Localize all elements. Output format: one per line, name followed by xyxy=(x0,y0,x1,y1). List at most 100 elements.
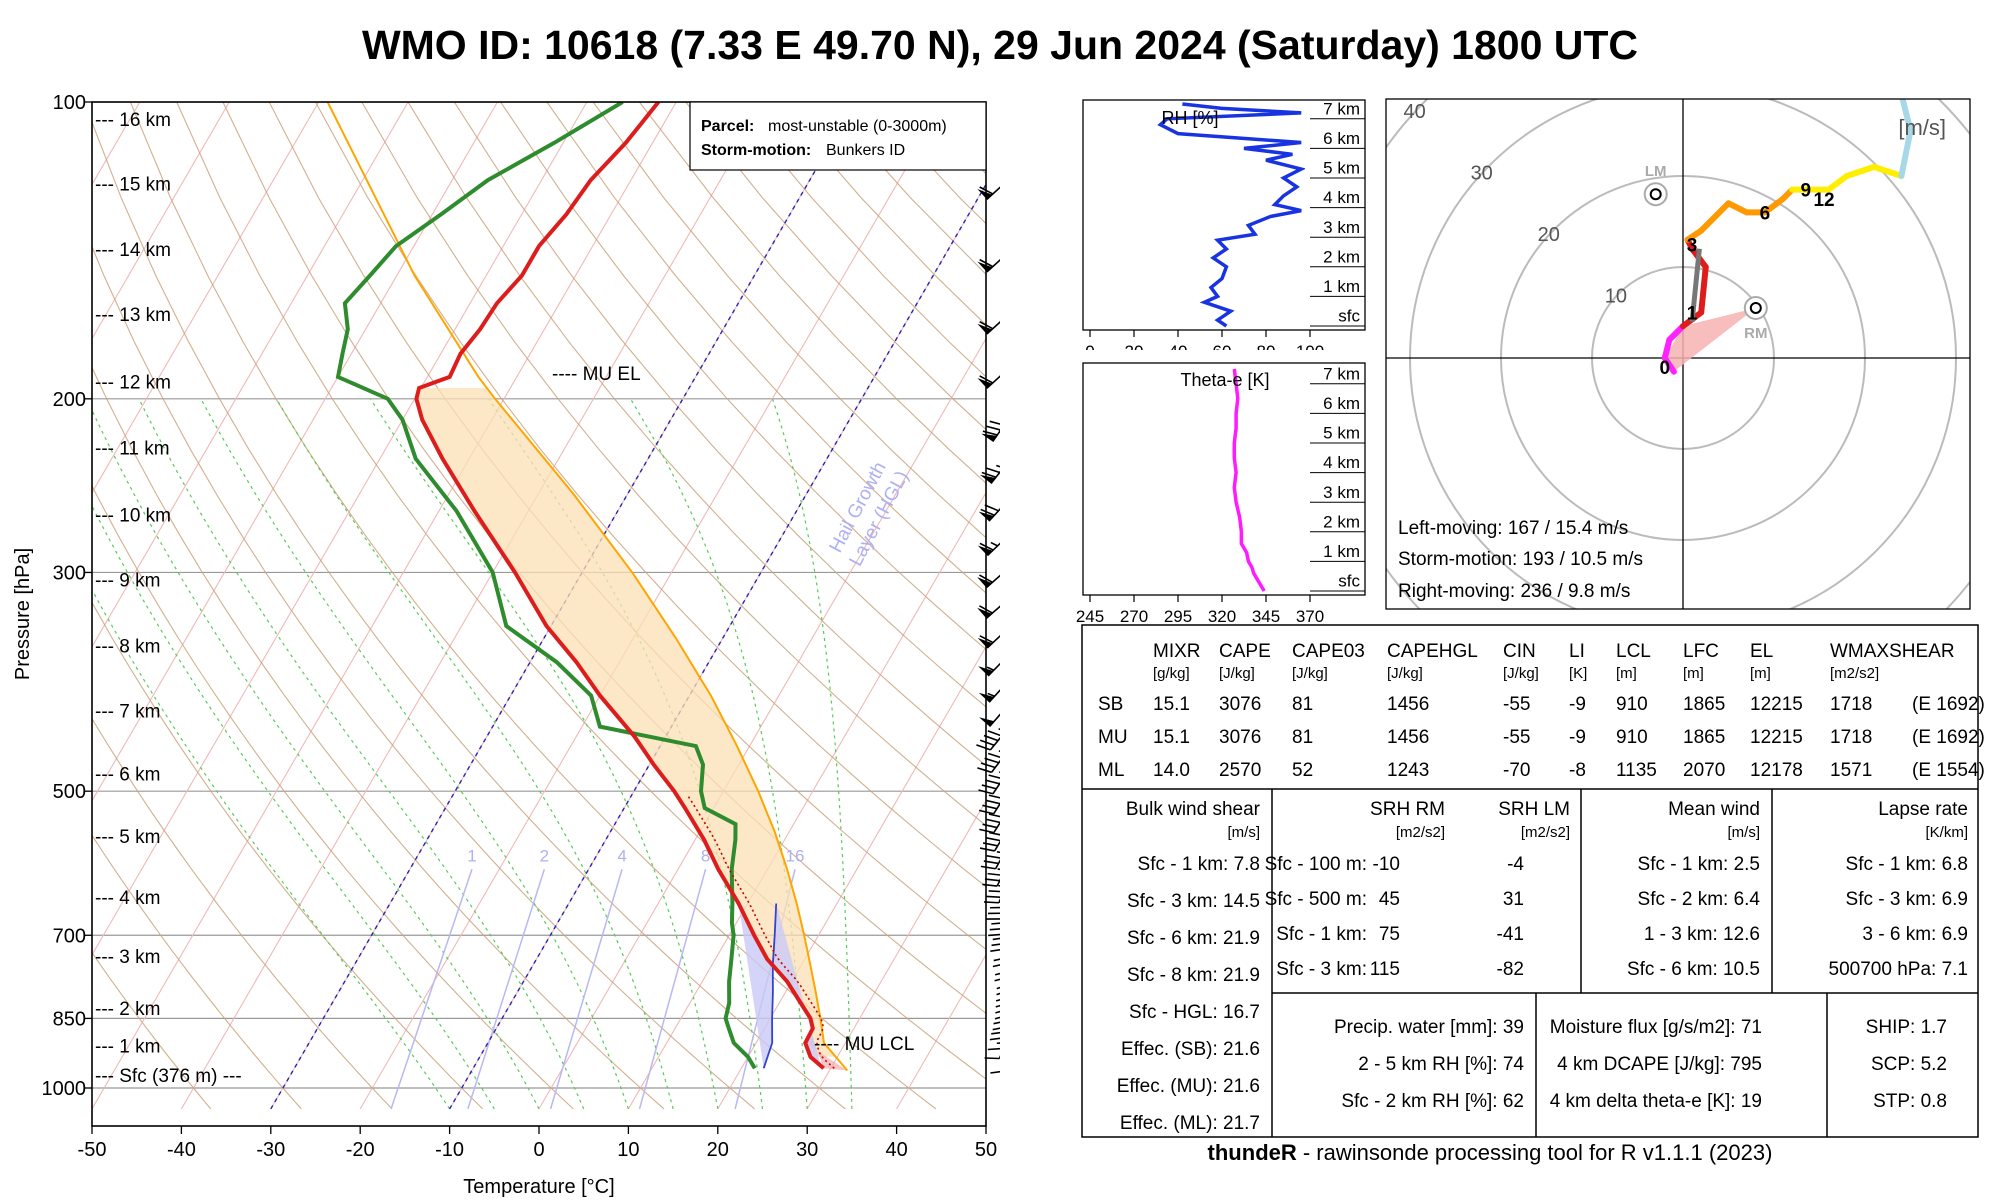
footer-text: - rawinsonde processing tool for R v1.1.… xyxy=(1296,1140,1773,1165)
dry-adiabat xyxy=(361,102,986,827)
mixing-ratio-line xyxy=(467,869,546,1110)
dry-adiabat xyxy=(546,102,986,594)
param-value: 1865 xyxy=(1683,694,1725,715)
barb-pennant xyxy=(977,545,993,556)
srh-level-label: Sfc - 3 km: xyxy=(1276,959,1367,980)
wind-barb xyxy=(986,901,1000,920)
param-value-effective: (E 1554) xyxy=(1912,760,1985,781)
wind-barb xyxy=(990,937,1000,952)
hodograph-segment xyxy=(1843,163,1878,179)
barb-flag xyxy=(993,958,1000,962)
hodograph-segment xyxy=(1666,323,1686,343)
srh-lm-title: SRH LM xyxy=(1498,799,1570,820)
wind-barb xyxy=(995,998,1000,1008)
barb-pennant xyxy=(977,323,993,335)
srh-rm-value: 45 xyxy=(1379,889,1400,910)
x-tick-label: 245 xyxy=(1076,607,1104,625)
hodograph-segment xyxy=(1825,173,1850,193)
barb-flag xyxy=(985,818,1000,824)
temp-tick-label: -10 xyxy=(435,1139,464,1161)
barb-flag xyxy=(985,799,1000,805)
isotherm-line xyxy=(896,953,986,1110)
hodograph-segment xyxy=(1698,264,1709,316)
wind-barb xyxy=(988,922,1000,937)
barb-pennant xyxy=(977,577,992,588)
param-value: 12215 xyxy=(1750,694,1803,715)
barb-flag xyxy=(995,998,1000,1002)
pressure-tick-label: 100 xyxy=(53,92,86,114)
hodograph-segment xyxy=(1761,195,1787,216)
height-label: --- 16 km xyxy=(95,110,171,131)
barb-flag xyxy=(984,878,1000,882)
param-value: 910 xyxy=(1616,727,1648,748)
dry-adiabat xyxy=(500,102,986,651)
hodograph-height-label: 1 xyxy=(1687,304,1698,325)
shear-value: Sfc - HGL: 16.7 xyxy=(1129,1002,1260,1023)
mixing-ratio-label: 8 xyxy=(701,846,710,865)
param-unit: [m2/s2] xyxy=(1830,665,1879,682)
wind-barb xyxy=(984,1055,1000,1060)
temperature-line xyxy=(414,102,825,1070)
barb-flag xyxy=(980,762,996,769)
shear-value: Effec. (ML): 21.7 xyxy=(1120,1113,1260,1134)
hodograph-height-label: 3 xyxy=(1687,235,1698,256)
param-value: -70 xyxy=(1503,760,1530,781)
param-value: -55 xyxy=(1503,694,1530,715)
level-label: 6 km xyxy=(1323,394,1360,413)
param-row-label: SB xyxy=(1098,694,1123,715)
temp-tick-label: -20 xyxy=(346,1139,375,1161)
dry-adiabat xyxy=(916,102,986,175)
barb-flag xyxy=(995,1010,1000,1014)
barb-flag xyxy=(990,949,1000,952)
param-unit: [m] xyxy=(1750,665,1771,682)
storm-motion-marker-label: LM xyxy=(1645,163,1667,180)
srh-lm-value: -41 xyxy=(1497,924,1524,945)
temp-tick-label: 30 xyxy=(796,1139,818,1161)
barb-flag xyxy=(989,1037,1000,1041)
param-header: LCL xyxy=(1616,641,1651,662)
isotherm-line xyxy=(538,337,986,1110)
srh-level-label: Sfc - 500 m: xyxy=(1265,889,1367,910)
barb-half-flag xyxy=(998,728,1000,731)
theta-e-profile: Theta-e [K] 245 270 295 320 345 370 7 km 6 km 5 … xyxy=(1076,362,1366,625)
storm-motion-label: Storm-motion: xyxy=(701,142,811,159)
flux-value: Moisture flux [g/s/m2]: 71 xyxy=(1550,1017,1762,1038)
height-label: --- 5 km xyxy=(95,827,160,848)
srh-rm-unit: [m2/s2] xyxy=(1396,824,1445,841)
hodograph-segment xyxy=(1661,336,1673,361)
barb-flag xyxy=(988,813,1000,818)
hodograph-segment xyxy=(1899,99,1914,134)
wind-barb xyxy=(980,850,1000,870)
srh-level-label: Sfc - 100 m: xyxy=(1265,854,1367,875)
isotherm-line xyxy=(92,102,230,340)
wind-barb xyxy=(977,574,1000,589)
barb-half-flag xyxy=(986,666,995,671)
srh-area xyxy=(1664,307,1756,372)
ring-label: 30 xyxy=(1471,163,1493,185)
wind-barb xyxy=(978,689,1000,703)
level-label: 4 km xyxy=(1323,453,1360,472)
mixing-ratio-label: 2 xyxy=(540,846,549,865)
temp-tick-label: -30 xyxy=(256,1139,285,1161)
barb-flag xyxy=(996,992,1000,996)
dry-adiabat xyxy=(92,717,393,1110)
param-value-effective: (E 1692) xyxy=(1912,727,1985,748)
barb-flag xyxy=(982,823,998,829)
footer-credit: thundeR - rawinsonde processing tool for… xyxy=(1080,1140,1900,1166)
level-label: 1 km xyxy=(1323,542,1360,561)
height-label: --- 15 km xyxy=(95,175,171,196)
lapse-title: Lapse rate xyxy=(1878,799,1968,820)
hgl-isotherm xyxy=(448,183,986,1110)
rh-profile: RH [%] 0 20 40 60 80 100 7 km 6 km 5 km 4 km 3 km 2… xyxy=(1082,99,1366,350)
moist-adiabat xyxy=(488,398,764,1109)
level-label: 1 km xyxy=(1323,277,1360,296)
wind-barb xyxy=(977,375,1000,389)
isotherm-line xyxy=(717,645,986,1110)
barb-flag xyxy=(988,890,1000,893)
storm-motion-marker-label: RM xyxy=(1744,325,1767,342)
param-value: 14.0 xyxy=(1153,760,1190,781)
param-value: 1718 xyxy=(1830,694,1872,715)
wind-barb xyxy=(978,794,1000,815)
barb-half-flag xyxy=(997,868,1000,871)
param-unit: [J/kg] xyxy=(1387,665,1423,682)
